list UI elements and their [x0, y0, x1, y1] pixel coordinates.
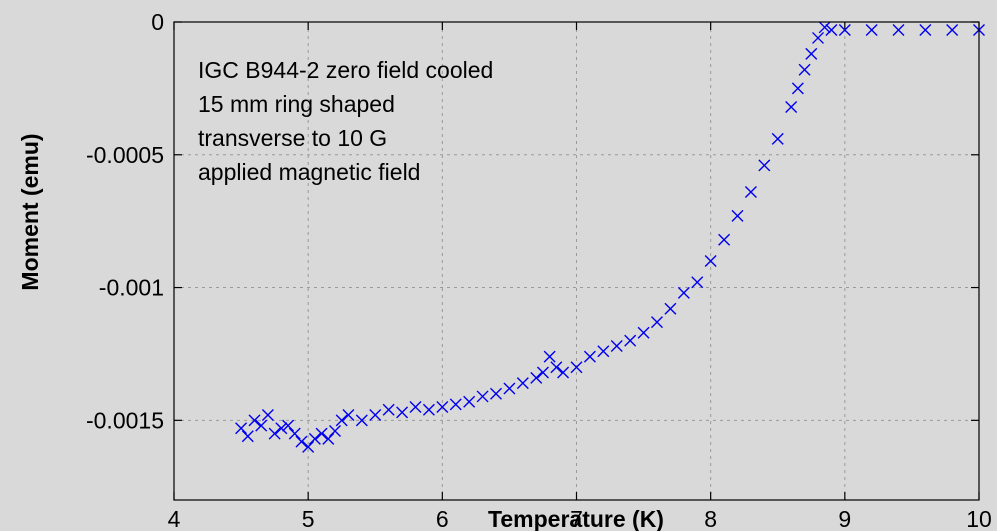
- data-point: [892, 23, 905, 36]
- data-point: [731, 209, 744, 222]
- data-point: [557, 366, 570, 379]
- annotation-line-2: 15 mm ring shaped: [198, 91, 395, 117]
- x-tick-label: 10: [966, 506, 992, 531]
- data-point: [396, 406, 409, 419]
- y-tick-label: 0: [151, 9, 164, 35]
- data-point: [812, 31, 824, 44]
- data-point: [235, 422, 248, 435]
- y-tick-label: -0.0005: [86, 142, 164, 168]
- data-point: [818, 21, 831, 34]
- data-point: [758, 159, 771, 172]
- data-point: [946, 23, 959, 36]
- annotation-text: IGC B944-2 zero field cooled 15 mm ring …: [198, 57, 493, 185]
- data-point: [302, 440, 315, 453]
- data-point: [744, 185, 757, 198]
- data-series: [235, 21, 985, 453]
- x-tick-label: 4: [168, 506, 181, 531]
- data-point: [919, 23, 932, 36]
- data-point: [691, 276, 704, 289]
- data-point: [570, 361, 583, 374]
- data-point: [322, 432, 335, 445]
- data-point: [664, 302, 677, 315]
- x-axis-label: Temperature (K): [488, 506, 664, 531]
- y-axis-label: Moment (emu): [17, 133, 43, 290]
- data-point: [369, 409, 382, 422]
- data-point: [382, 403, 395, 416]
- annotation-line-3: transverse to 10 G: [198, 125, 387, 151]
- data-point: [409, 401, 422, 414]
- data-point: [718, 233, 731, 246]
- data-point: [282, 419, 295, 432]
- data-point: [530, 371, 543, 384]
- data-point: [798, 63, 811, 76]
- data-point: [791, 82, 804, 95]
- x-tick-label: 8: [704, 506, 717, 531]
- x-tick-label: 6: [436, 506, 449, 531]
- y-tick-label: -0.0015: [86, 407, 164, 433]
- data-point: [503, 382, 516, 395]
- plot-frame: [173, 21, 980, 501]
- data-point: [422, 403, 435, 416]
- data-point: [583, 350, 596, 363]
- data-point: [329, 424, 341, 437]
- data-point: [543, 350, 556, 363]
- data-point: [308, 432, 321, 445]
- data-point: [315, 427, 328, 440]
- data-point: [288, 427, 301, 440]
- data-point: [275, 422, 288, 435]
- data-point: [805, 47, 818, 60]
- data-point: [597, 345, 610, 358]
- data-point: [449, 398, 462, 411]
- data-point: [268, 427, 281, 440]
- data-point: [550, 361, 563, 374]
- x-tick-label: 9: [838, 506, 851, 531]
- data-point: [771, 132, 784, 145]
- data-point: [704, 255, 717, 267]
- annotation-line-1: IGC B944-2 zero field cooled: [198, 57, 493, 83]
- data-point: [463, 395, 476, 408]
- data-point: [295, 435, 308, 448]
- x-tick-label: 5: [302, 506, 315, 531]
- y-tick-labels: 0 -0.0005 -0.001 -0.0015: [86, 9, 164, 433]
- data-point: [624, 334, 637, 347]
- data-point: [342, 409, 355, 422]
- y-tick-label: -0.001: [99, 275, 164, 301]
- data-point: [637, 326, 650, 339]
- data-point: [355, 414, 368, 427]
- data-point: [651, 316, 663, 329]
- x-tick-labels: 4 5 6 7 8 9 10: [168, 506, 992, 531]
- data-point: [825, 23, 838, 36]
- data-point: [476, 390, 489, 403]
- data-point: [865, 23, 878, 36]
- x-tick-label: 7: [570, 506, 583, 531]
- data-point: [785, 100, 798, 113]
- data-point: [335, 414, 348, 427]
- data-point: [610, 339, 623, 352]
- data-point: [248, 414, 261, 427]
- data-point: [516, 377, 529, 390]
- data-point: [255, 419, 268, 432]
- data-point: [490, 387, 502, 400]
- data-point: [436, 401, 449, 414]
- data-point: [838, 23, 851, 36]
- data-point: [536, 366, 549, 379]
- annotation-line-4: applied magnetic field: [198, 159, 420, 185]
- data-point: [677, 286, 690, 299]
- data-point: [241, 430, 254, 443]
- data-point: [261, 409, 274, 422]
